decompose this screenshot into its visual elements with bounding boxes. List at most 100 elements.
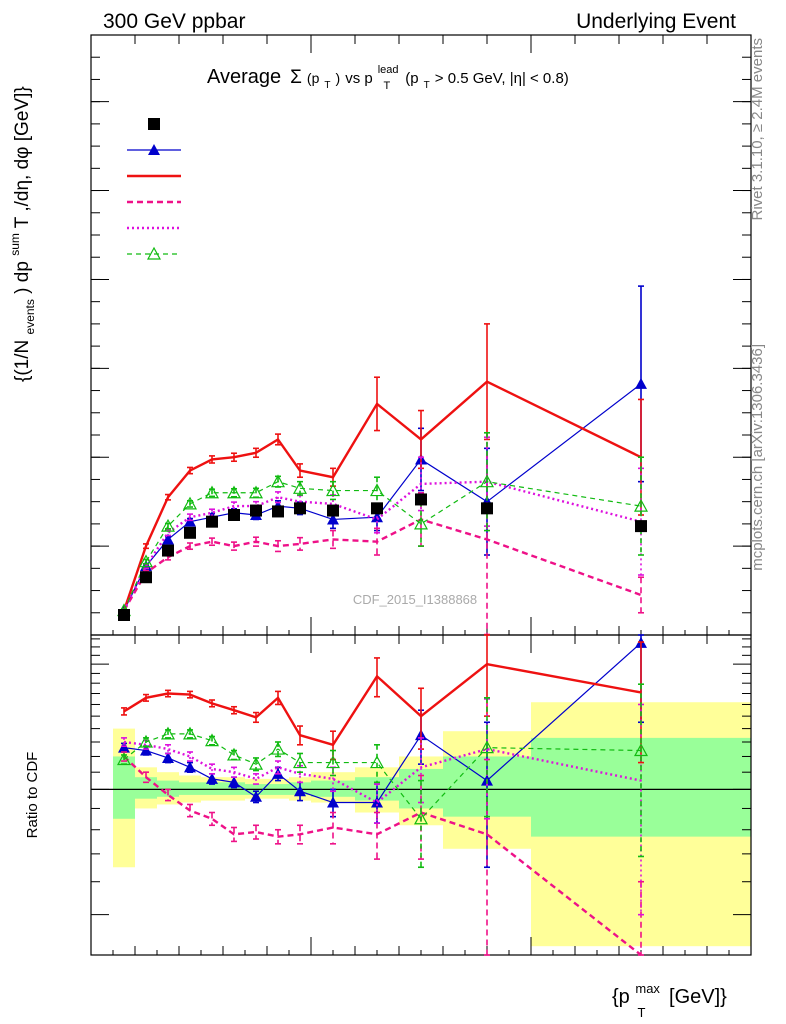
series-marker [184, 761, 196, 773]
series-marker [325, 755, 341, 769]
main-series-default [118, 285, 647, 616]
series-marker [140, 744, 152, 756]
series-marker [292, 755, 308, 769]
series-marker [369, 483, 385, 497]
series-marker [327, 796, 339, 808]
main-line-cteql1 [122, 380, 642, 611]
data-point [481, 502, 493, 515]
series-marker [294, 785, 306, 797]
ratio-band-green [113, 756, 135, 819]
main-series-group [116, 285, 649, 636]
title-cut-sub: T [424, 80, 430, 91]
series-marker [204, 733, 220, 747]
series-marker [413, 811, 429, 825]
ratio-ylabel: Ratio to CDF [24, 752, 41, 839]
title-vs: vs p [345, 70, 373, 87]
title-sigma: Σ [290, 67, 302, 88]
series-marker [633, 498, 649, 512]
title-sigma-sub: T [324, 80, 330, 91]
ratio-band-green [179, 782, 201, 795]
ratio-line-mstw [123, 755, 642, 956]
data-point [250, 504, 262, 517]
side-label-rivet: Rivet 3.1.10, ≥ 2.4M events [749, 38, 766, 221]
main-title: Average Σ (p T ) vs p lead T (p T > 0.5 … [207, 57, 569, 93]
data-point [140, 571, 152, 584]
series-marker [369, 755, 385, 769]
main-line-default [123, 383, 642, 611]
ylabel-p2-sup: sum [8, 233, 22, 256]
series-marker [250, 790, 262, 802]
ratio-panel [90, 634, 752, 956]
xlabel-p2: [GeV]} [669, 986, 727, 1008]
xlabel-p1: {p [612, 986, 630, 1008]
data-point [162, 544, 174, 557]
legend-marker-data [148, 118, 160, 130]
ratio-band-green [201, 782, 223, 795]
title-sigma-arg: (p [307, 70, 320, 86]
series-marker [160, 726, 176, 740]
ylabel-p4: ,/dη, dφ [GeV]} [12, 86, 33, 211]
main-series-nnpdf [121, 436, 644, 613]
main-panel [90, 34, 752, 636]
data-point [371, 502, 383, 515]
title-prefix: Average [207, 66, 281, 88]
title-vs-sub: T [384, 80, 391, 92]
series-marker [292, 481, 308, 494]
series-marker [138, 734, 154, 748]
main-axis-ticks [90, 35, 752, 636]
series-marker [248, 756, 264, 770]
data-point [272, 505, 284, 518]
series-marker [138, 554, 154, 568]
data-point [294, 502, 306, 515]
series-marker [162, 751, 174, 763]
ratio-band-green [135, 777, 157, 799]
series-marker [146, 246, 162, 260]
series-marker [160, 518, 176, 532]
series-marker [204, 485, 220, 499]
header-left: 300 GeV ppbar [103, 10, 245, 33]
main-series-cuetp8s1 [116, 431, 649, 617]
ylabel-p1-sub: events [23, 299, 37, 334]
data-point [635, 520, 647, 533]
main-series-cteql1 [121, 323, 644, 613]
series-marker [479, 740, 495, 754]
header-right: Underlying Event [576, 10, 736, 33]
ratio-axis-ticks [90, 635, 752, 955]
series-marker [270, 474, 286, 488]
series-marker [413, 516, 429, 530]
data-point [118, 609, 130, 621]
data-point [184, 526, 196, 539]
series-marker [479, 474, 495, 488]
series-marker [327, 513, 339, 525]
series-marker [184, 515, 196, 527]
title-cut-open: (p [405, 70, 418, 87]
data-point [415, 493, 427, 506]
ratio-line-nnpdf [123, 740, 642, 804]
series-marker [228, 776, 240, 788]
series-marker [182, 726, 198, 740]
data-point [228, 509, 240, 521]
main-series-data [118, 493, 647, 621]
series-marker [226, 485, 242, 499]
title-vs-sup: lead [378, 64, 399, 76]
ratio-line-cteql1 [123, 662, 642, 747]
series-marker [116, 752, 132, 766]
title-sigma-close: ) [336, 70, 341, 86]
series-marker [633, 743, 649, 757]
series-marker [206, 772, 218, 784]
side-label-mcplots: mcplots.cern.ch [arXiv:1306.3436] [749, 344, 766, 571]
data-point [327, 504, 339, 517]
xlabel-p1-sup: max [635, 981, 660, 996]
data-point [206, 515, 218, 528]
xlabel-p1-sub: T [638, 1005, 646, 1020]
ratio-series-nnpdf [121, 698, 644, 916]
series-marker [226, 747, 242, 761]
legend [127, 118, 181, 260]
series-marker [148, 144, 160, 155]
series-marker [371, 796, 383, 808]
title-cut-rest: > 0.5 GeV, |η| < 0.8) [435, 70, 569, 87]
series-marker [118, 741, 130, 753]
ylabel-p1: {(1/N [12, 340, 33, 382]
main-line-cuetp8s1 [123, 481, 642, 611]
